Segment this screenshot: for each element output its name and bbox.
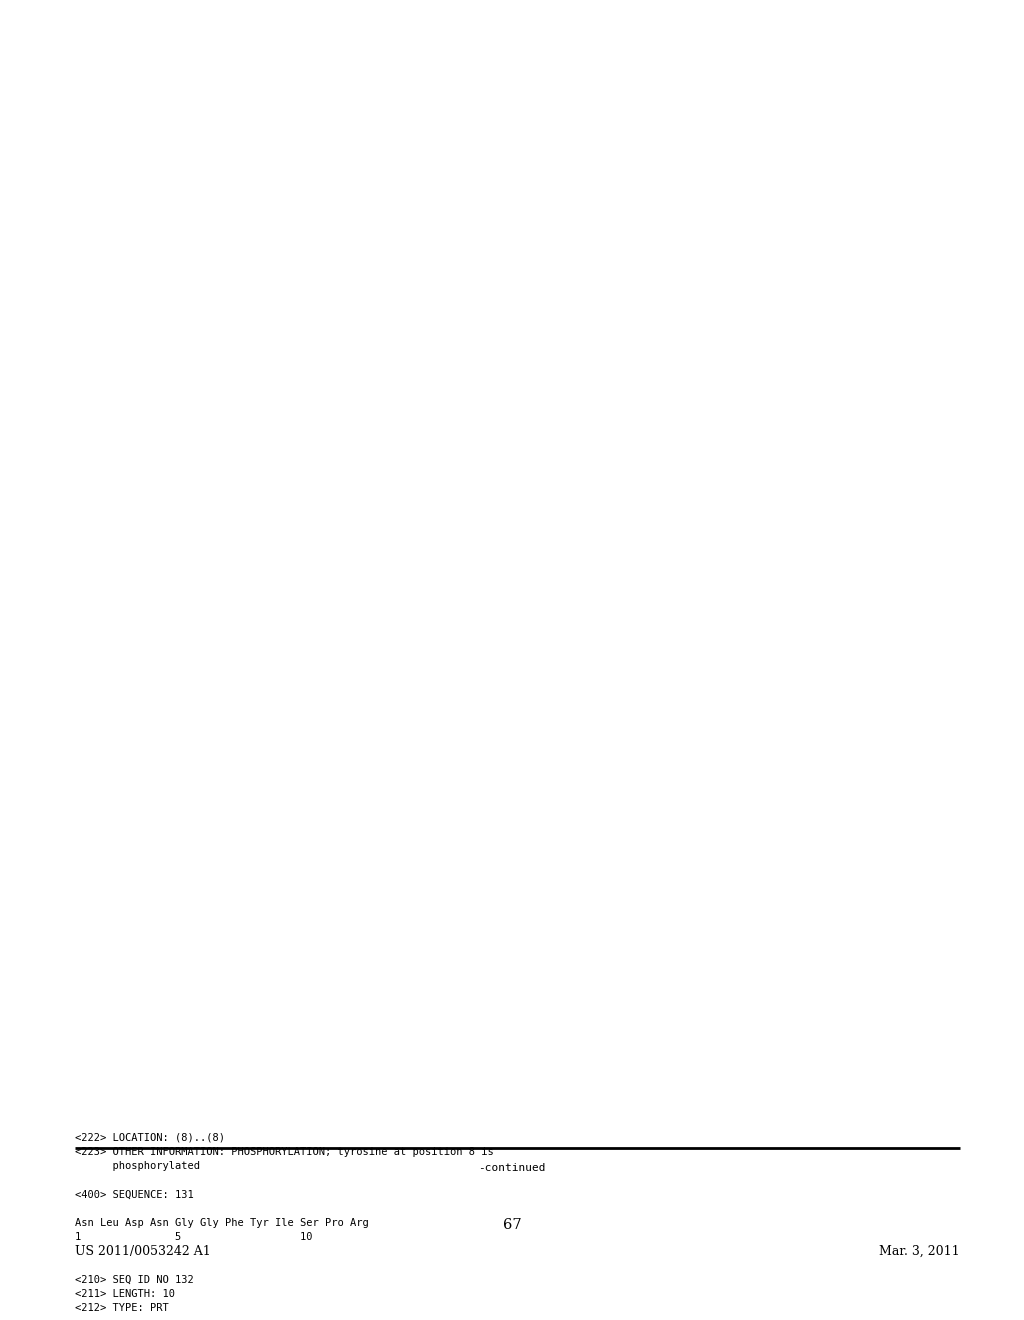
Text: -continued: -continued <box>478 1163 546 1173</box>
Text: 1               5                   10: 1 5 10 <box>75 1233 312 1242</box>
Text: phosphorylated: phosphorylated <box>75 1162 200 1171</box>
Text: <223> OTHER INFORMATION: PHOSPHORYLATION; tyrosine at position 8 is: <223> OTHER INFORMATION: PHOSPHORYLATION… <box>75 1147 494 1158</box>
Text: <210> SEQ ID NO 132: <210> SEQ ID NO 132 <box>75 1275 194 1284</box>
Text: 67: 67 <box>503 1218 521 1232</box>
Text: Asn Leu Asp Asn Gly Gly Phe Tyr Ile Ser Pro Arg: Asn Leu Asp Asn Gly Gly Phe Tyr Ile Ser … <box>75 1218 369 1228</box>
Text: <222> LOCATION: (8)..(8): <222> LOCATION: (8)..(8) <box>75 1133 225 1143</box>
Text: US 2011/0053242 A1: US 2011/0053242 A1 <box>75 1245 211 1258</box>
Text: Mar. 3, 2011: Mar. 3, 2011 <box>880 1245 961 1258</box>
Text: <212> TYPE: PRT: <212> TYPE: PRT <box>75 1303 169 1313</box>
Text: <400> SEQUENCE: 131: <400> SEQUENCE: 131 <box>75 1189 194 1200</box>
Text: <211> LENGTH: 10: <211> LENGTH: 10 <box>75 1290 175 1299</box>
